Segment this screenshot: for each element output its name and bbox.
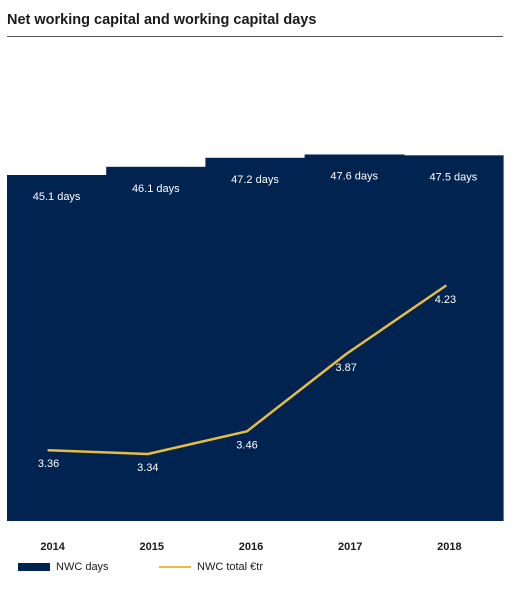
bar-2014	[7, 175, 107, 521]
x-tick-label: 2018	[437, 541, 461, 553]
legend-label-nwc-total: NWC total €tr	[197, 561, 264, 573]
legend-item-nwc-days: NWC days	[18, 561, 109, 573]
bar-2017	[304, 154, 405, 521]
bar-value-label: 45.1 days	[33, 191, 81, 203]
line-layer	[47, 284, 447, 456]
title-divider	[7, 36, 503, 37]
x-tick-label: 2014	[40, 541, 65, 553]
x-tick-label: 2015	[140, 541, 164, 553]
series-line-nwc-total	[47, 284, 447, 456]
line-value-label: 3.87	[335, 362, 356, 374]
bar-2016	[205, 157, 306, 521]
bar-value-label: 47.6 days	[330, 171, 378, 183]
bar-value-label: 47.2 days	[231, 174, 279, 186]
legend-item-nwc-total: NWC total €tr	[159, 561, 263, 573]
legend-label-nwc-days: NWC days	[56, 561, 109, 573]
bar-value-label: 47.5 days	[430, 171, 478, 183]
legend-swatch-bar	[18, 563, 50, 571]
x-axis-ticks: 2014 2015 2016 2017 2018	[40, 541, 461, 553]
x-tick-label: 2017	[338, 541, 362, 553]
x-tick-label: 2016	[239, 541, 263, 553]
chart-title: Net working capital and working capital …	[7, 12, 317, 28]
labels-layer: 45.1 days 46.1 days 47.2 days 47.6 days 47.5…	[33, 171, 478, 475]
bar-value-label: 46.1 days	[132, 183, 180, 195]
legend-swatch-line	[159, 566, 191, 568]
line-value-label: 3.46	[236, 439, 257, 451]
bar-2015	[106, 166, 206, 522]
line-value-label: 3.34	[137, 462, 158, 474]
line-value-label: 3.36	[38, 458, 59, 470]
bar-2018	[403, 155, 504, 521]
line-value-label: 4.23	[435, 294, 456, 306]
bars-layer	[7, 154, 504, 522]
